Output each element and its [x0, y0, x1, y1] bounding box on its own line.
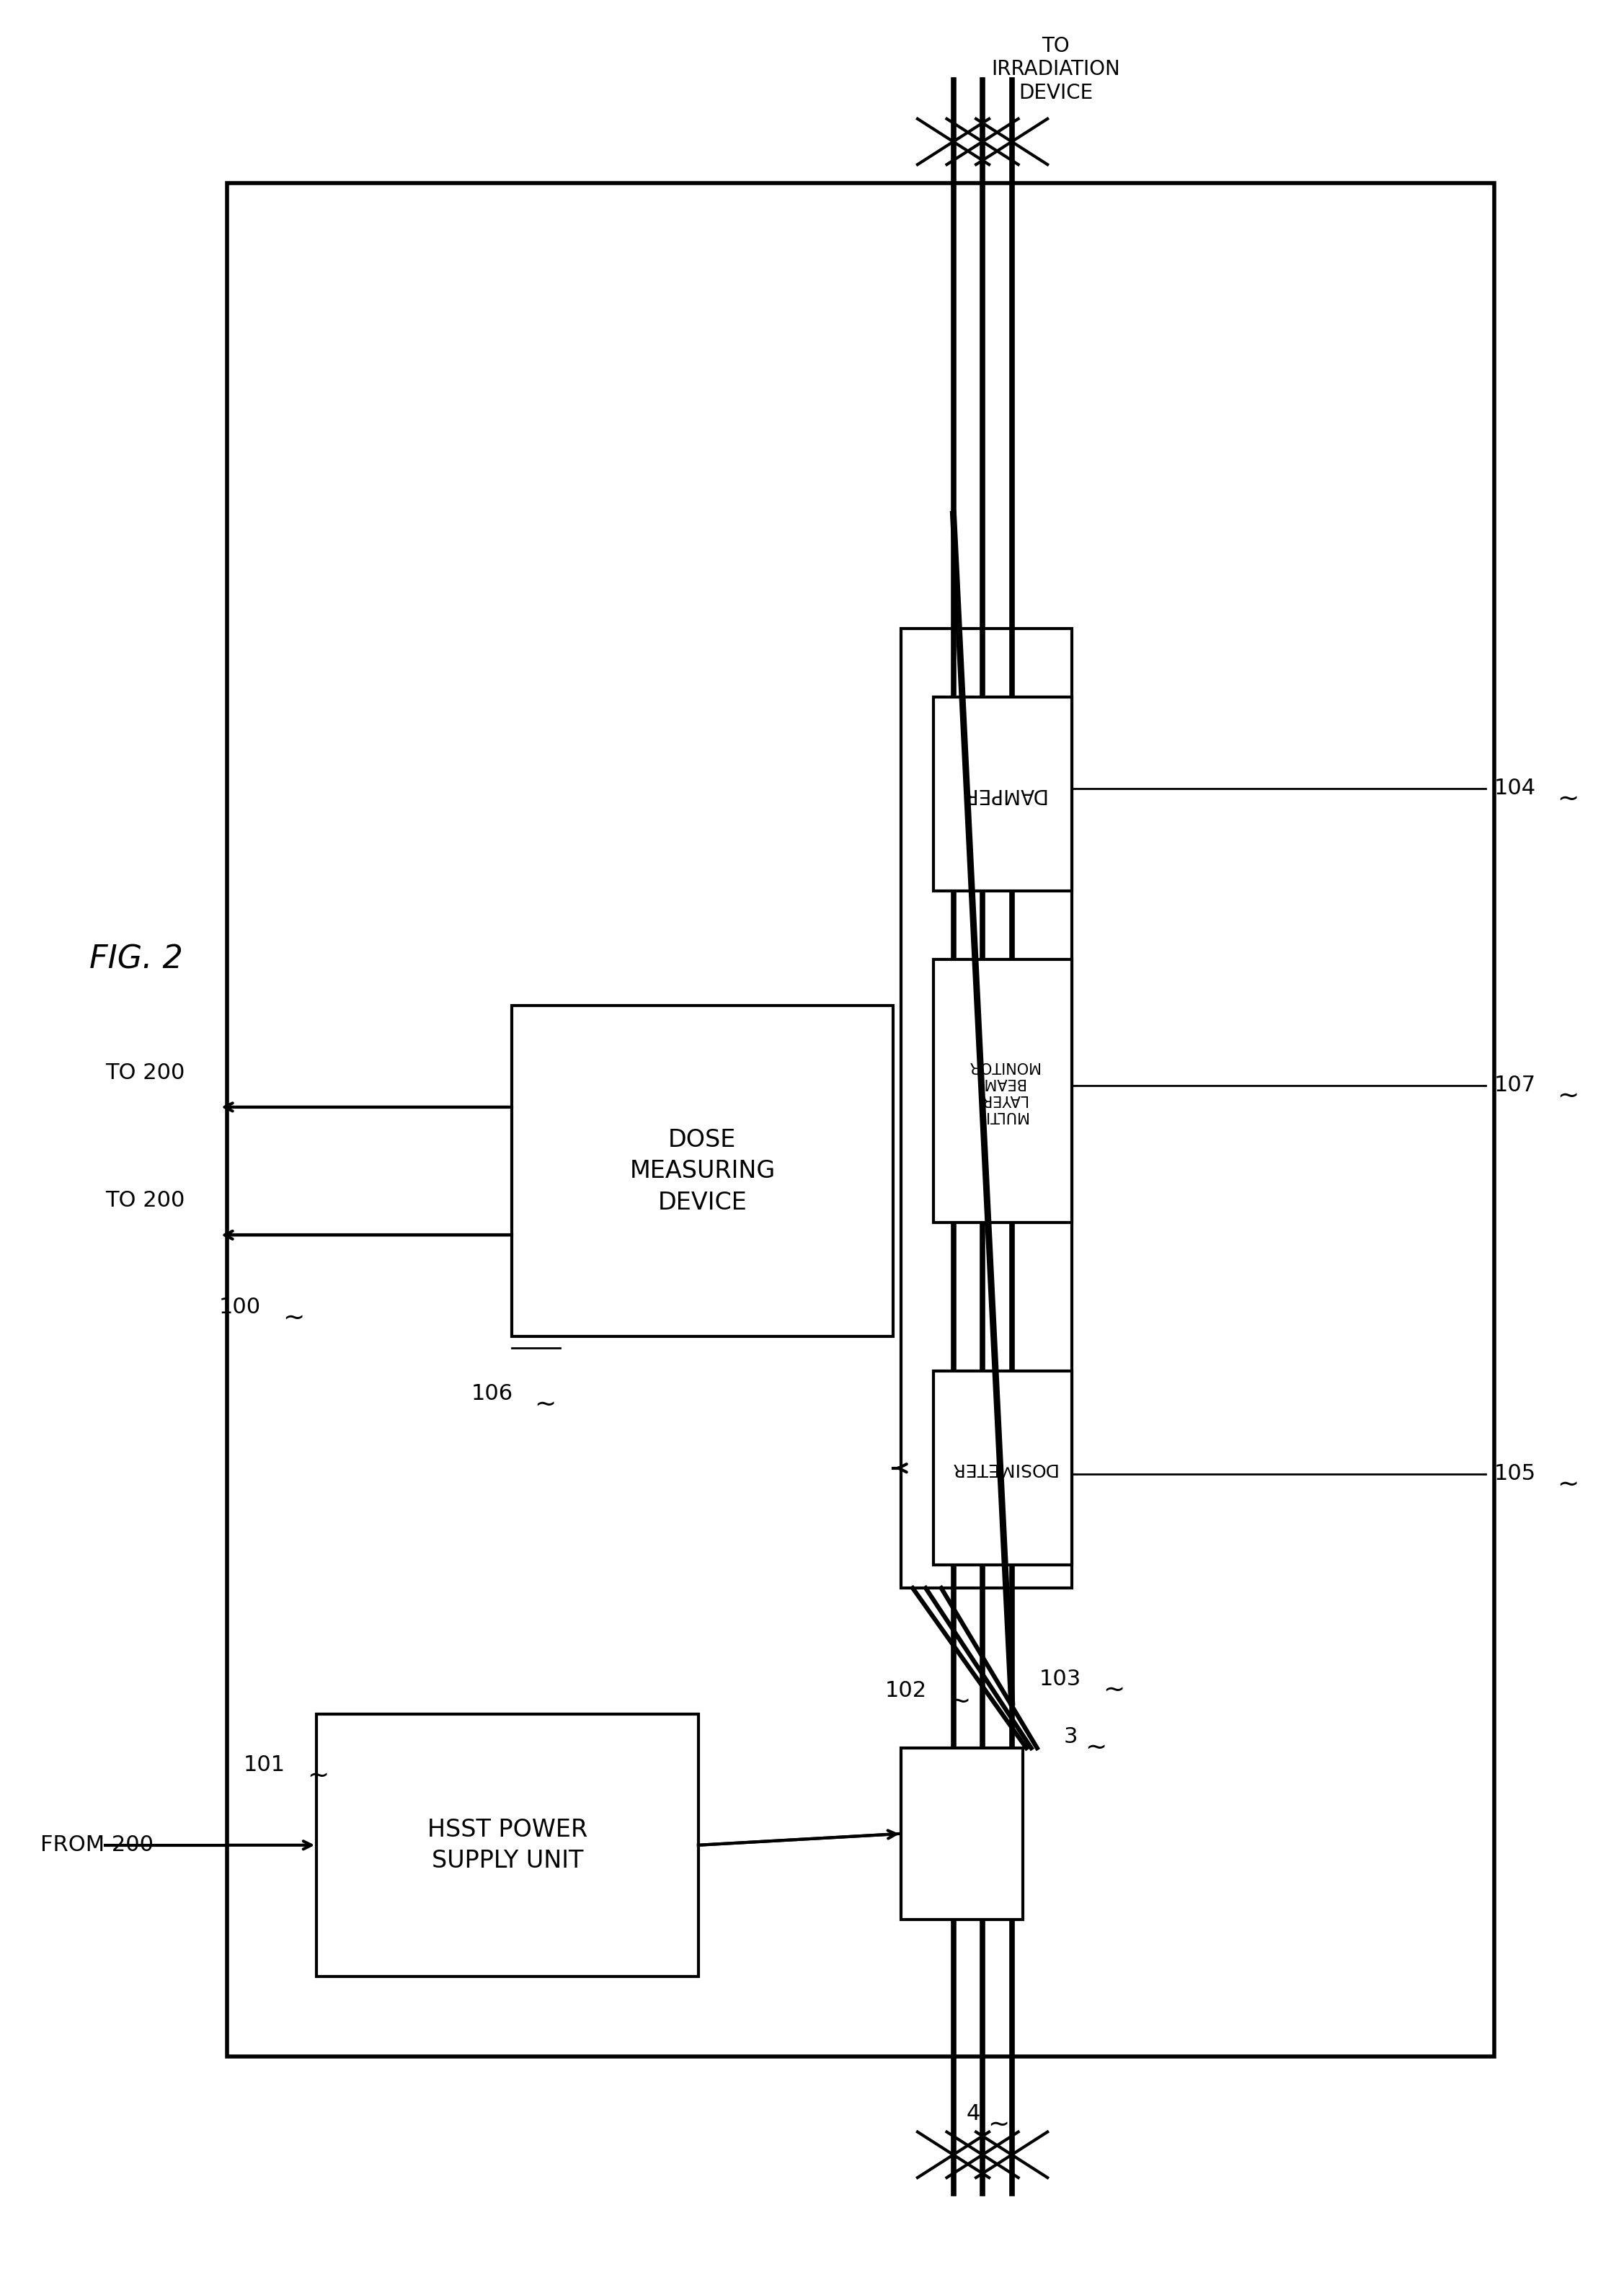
Text: TO 200: TO 200 [106, 1063, 185, 1083]
Text: ∼: ∼ [283, 1307, 304, 1330]
Bar [512, 1005, 893, 1337]
Bar [317, 1714, 698, 1977]
Text: 101: 101 [244, 1755, 286, 1775]
Text: ∼: ∼ [1103, 1679, 1124, 1702]
Text: 104: 104 [1494, 777, 1536, 800]
Bar [227, 183, 1494, 2056]
Bar [934, 960, 1072, 1222]
Text: DOSE
MEASURING
DEVICE: DOSE MEASURING DEVICE [630, 1129, 775, 1213]
Text: FROM 200: FROM 200 [41, 1835, 154, 1855]
Bar [901, 628, 1072, 1588]
Text: ∼: ∼ [987, 2114, 1009, 2136]
Text: 100: 100 [219, 1296, 261, 1318]
Text: 105: 105 [1494, 1462, 1536, 1485]
Text: 102: 102 [885, 1679, 927, 1702]
Bar [934, 1371, 1072, 1565]
Text: ∼: ∼ [307, 1764, 328, 1789]
Text: ∼: ∼ [1085, 1737, 1106, 1759]
Text: ∼: ∼ [1557, 1085, 1579, 1108]
Bar [934, 697, 1072, 891]
Bar [901, 1748, 1023, 1919]
Text: 4: 4 [966, 2102, 981, 2125]
Text: DOSIMETER: DOSIMETER [950, 1460, 1056, 1476]
Text: 107: 107 [1494, 1074, 1536, 1097]
Text: 106: 106 [471, 1382, 513, 1405]
Text: TO
IRRADIATION
DEVICE: TO IRRADIATION DEVICE [991, 37, 1121, 103]
Text: ∼: ∼ [948, 1691, 970, 1714]
Text: HSST POWER
SUPPLY UNIT: HSST POWER SUPPLY UNIT [427, 1817, 588, 1874]
Text: FIG. 2: FIG. 2 [89, 944, 184, 976]
Text: ∼: ∼ [534, 1394, 555, 1417]
Text: ∼: ∼ [1557, 788, 1579, 811]
Text: ∼: ∼ [1557, 1474, 1579, 1497]
Text: 103: 103 [1039, 1668, 1082, 1691]
Text: DAMPER: DAMPER [960, 784, 1046, 804]
Text: TO 200: TO 200 [106, 1190, 185, 1211]
Text: MULTI-
LAYER
BEAM
MONITOR: MULTI- LAYER BEAM MONITOR [966, 1058, 1039, 1124]
Text: 3: 3 [1064, 1725, 1078, 1748]
